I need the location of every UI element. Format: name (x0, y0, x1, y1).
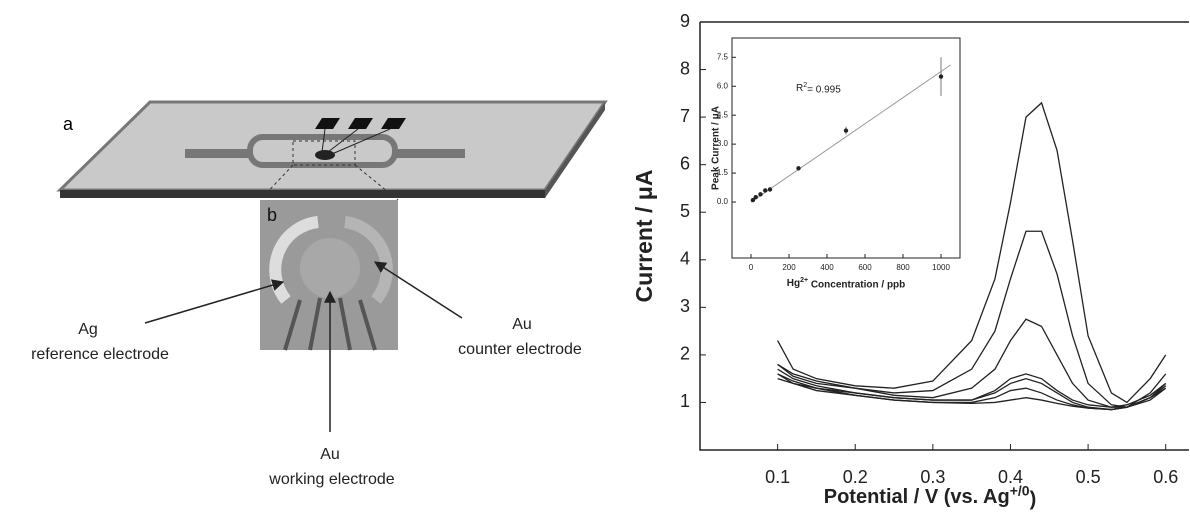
panel-label: a (63, 114, 74, 134)
annotation: R2= 0.995 (796, 82, 841, 95)
text-part: Hg (787, 278, 800, 289)
text-part: R (796, 83, 803, 94)
contact-pad (348, 118, 373, 129)
point (843, 128, 849, 133)
x-tick-label: 600 (858, 263, 872, 272)
contact-pad (315, 118, 340, 129)
y-tick-label: 6 (680, 153, 690, 173)
inset-frame (731, 37, 961, 259)
text-part: +/0 (1010, 482, 1030, 498)
x-tick-label: 800 (896, 263, 910, 272)
text-part: Concentration / ppb (808, 279, 905, 290)
x-tick-label: 0.5 (1076, 467, 1101, 487)
curve (777, 373, 1167, 411)
x-tick-label: 200 (782, 263, 796, 272)
x-axis-label: Hg2+ Concentration / ppb (787, 277, 906, 290)
label: working electrode (268, 471, 395, 488)
zoom-line (259, 164, 399, 201)
point (938, 74, 944, 79)
label: reference electrode (31, 346, 169, 363)
zoom-box (292, 140, 356, 166)
text-part: 2 (803, 82, 807, 89)
curve (777, 318, 1167, 408)
y-tick-label: 5 (680, 201, 690, 221)
y-tick-label: 2 (680, 344, 690, 364)
text-part: Potential / V (vs. Ag (824, 486, 1010, 508)
x-axis-label: Potential / V (vs. Ag+/0) (824, 482, 1037, 511)
point (753, 195, 758, 200)
working-electrode (300, 238, 360, 298)
y-tick-label: 1 (680, 391, 690, 411)
y-tick-label: 3.0 (717, 139, 729, 148)
device-diagram: a b Ag reference electrode Au counter el… (31, 100, 608, 488)
counter-electrode (343, 216, 393, 304)
y-tick-label: 1.5 (717, 168, 729, 177)
text-part: = 0.995 (807, 84, 841, 95)
x-tick-label: 0.3 (920, 467, 945, 487)
label: Ag (78, 321, 98, 338)
y-axis-label: Peak Current / μA (711, 106, 722, 190)
x-tick-label: 0.4 (998, 467, 1023, 487)
y-tick-label: 7 (680, 106, 690, 126)
label: Au (320, 446, 340, 463)
x-tick-label: 400 (820, 263, 834, 272)
contact-pad (381, 118, 406, 129)
x-tick-label: 0.6 (1153, 467, 1178, 487)
y-tick-label: 6.0 (717, 81, 729, 90)
y-axis-label: Current / μA (631, 170, 657, 303)
text-part: ) (1030, 489, 1037, 511)
x-tick-label: 0 (749, 263, 754, 272)
label: counter electrode (458, 341, 582, 358)
curve (777, 378, 1167, 411)
label: Au (512, 316, 532, 333)
point (763, 188, 768, 193)
y-tick-label: 0.0 (717, 197, 729, 206)
point (796, 166, 801, 171)
arrow (373, 261, 463, 319)
chip-edge (60, 190, 545, 198)
electrode-lead (283, 297, 377, 351)
y-tick-label: 8 (680, 58, 690, 78)
point (750, 197, 756, 203)
arrow (144, 279, 285, 324)
electrode-spot (315, 150, 335, 160)
chip-side (545, 102, 605, 198)
x-tick-label: 0.2 (843, 467, 868, 487)
y-tick-label: 9 (680, 11, 690, 31)
x-tick-label: 1000 (932, 263, 950, 272)
point (758, 192, 763, 197)
panel-label: b (267, 205, 277, 225)
curve (777, 101, 1167, 404)
y-tick-label: 7.5 (717, 52, 729, 61)
y-tick-label: 3 (680, 296, 690, 316)
point (767, 187, 773, 192)
text-part: 2+ (800, 277, 808, 284)
x-tick-label: 0.1 (765, 467, 790, 487)
fit-line (750, 64, 951, 203)
y-tick-label: 4 (680, 249, 690, 269)
y-tick-label: 4.5 (717, 110, 729, 119)
